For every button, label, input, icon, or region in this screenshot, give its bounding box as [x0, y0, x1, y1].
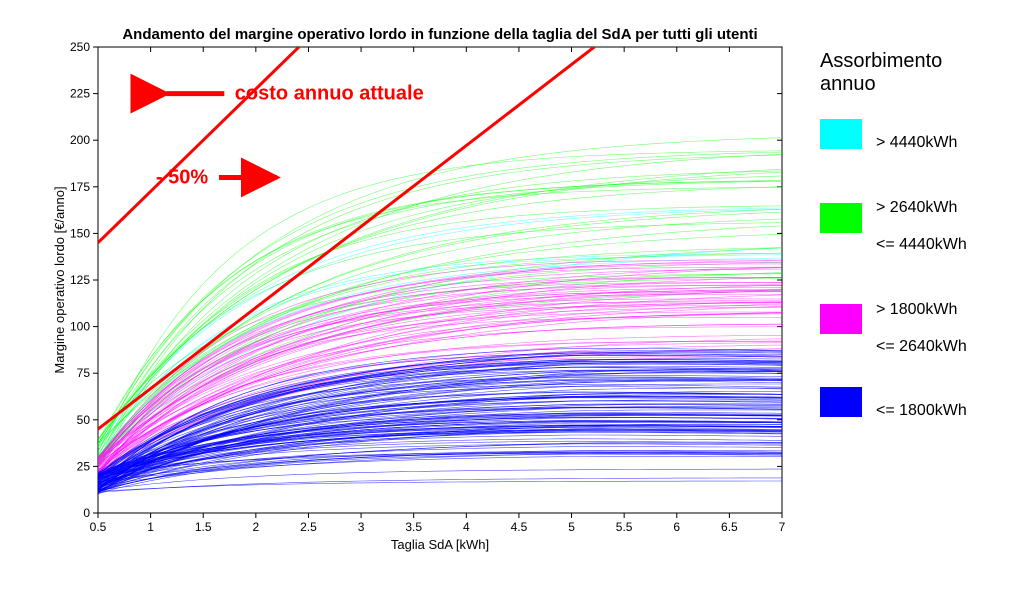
legend-swatch-blue: [820, 387, 862, 417]
svg-text:5: 5: [568, 520, 575, 534]
svg-text:1: 1: [147, 520, 154, 534]
svg-text:4.5: 4.5: [511, 520, 528, 534]
svg-text:100: 100: [70, 320, 90, 334]
svg-text:0.5: 0.5: [90, 520, 107, 534]
legend-label: > 1800kWh <= 2640kWh: [876, 282, 967, 356]
plot-area: 0.5 1 1.5 2 2.5 3 3.5 4 4.5 5 5.5 6 6.5 7 0 25 50 75 100 12…: [50, 25, 790, 555]
svg-text:6.5: 6.5: [721, 520, 738, 534]
svg-text:5.5: 5.5: [616, 520, 633, 534]
svg-text:25: 25: [77, 459, 91, 473]
svg-text:2.5: 2.5: [300, 520, 317, 534]
svg-text:0: 0: [83, 506, 90, 520]
legend-label: <= 1800kWh: [876, 384, 967, 421]
legend: Assorbimento annuo > 4440kWh > 2640kWh <…: [820, 50, 1020, 449]
svg-text:250: 250: [70, 40, 90, 54]
svg-text:225: 225: [70, 87, 90, 101]
figure: 0.5 1 1.5 2 2.5 3 3.5 4 4.5 5 5.5 6 6.5 7 0 25 50 75 100 12…: [0, 0, 1024, 599]
svg-text:200: 200: [70, 133, 90, 147]
svg-text:4: 4: [463, 520, 470, 534]
svg-text:Taglia SdA [kWh]: Taglia SdA [kWh]: [391, 537, 489, 552]
svg-text:6: 6: [673, 520, 680, 534]
legend-swatch-cyan: [820, 119, 862, 149]
svg-text:2: 2: [253, 520, 260, 534]
legend-title-line1: Assorbimento: [820, 50, 942, 72]
svg-text:175: 175: [70, 180, 90, 194]
legend-label: > 4440kWh: [876, 116, 957, 153]
legend-item: > 1800kWh <= 2640kWh: [820, 282, 1020, 356]
svg-text:75: 75: [77, 366, 91, 380]
svg-text:150: 150: [70, 226, 90, 240]
legend-swatch-green: [820, 203, 862, 233]
legend-title: Assorbimento annuo: [820, 50, 1020, 96]
legend-item: > 2640kWh <= 4440kWh: [820, 181, 1020, 255]
svg-text:3.5: 3.5: [405, 520, 422, 534]
svg-text:3: 3: [358, 520, 365, 534]
svg-text:50: 50: [77, 413, 91, 427]
svg-text:7: 7: [779, 520, 786, 534]
svg-text:costo annuo attuale: costo annuo attuale: [235, 83, 424, 105]
svg-text:125: 125: [70, 273, 90, 287]
legend-item: > 4440kWh: [820, 116, 1020, 153]
legend-title-line2: annuo: [820, 73, 876, 95]
svg-text:1.5: 1.5: [195, 520, 212, 534]
legend-item: <= 1800kWh: [820, 384, 1020, 421]
legend-swatch-magenta: [820, 304, 862, 334]
svg-text:Andamento del margine operativ: Andamento del margine operativo lordo in…: [122, 26, 757, 43]
legend-label: > 2640kWh <= 4440kWh: [876, 181, 967, 255]
chart-svg: 0.5 1 1.5 2 2.5 3 3.5 4 4.5 5 5.5 6 6.5 7 0 25 50 75 100 12…: [50, 25, 790, 555]
svg-text:- 50%: - 50%: [156, 166, 208, 188]
svg-text:Margine operativo lordo [€/ann: Margine operativo lordo [€/anno]: [52, 186, 67, 373]
